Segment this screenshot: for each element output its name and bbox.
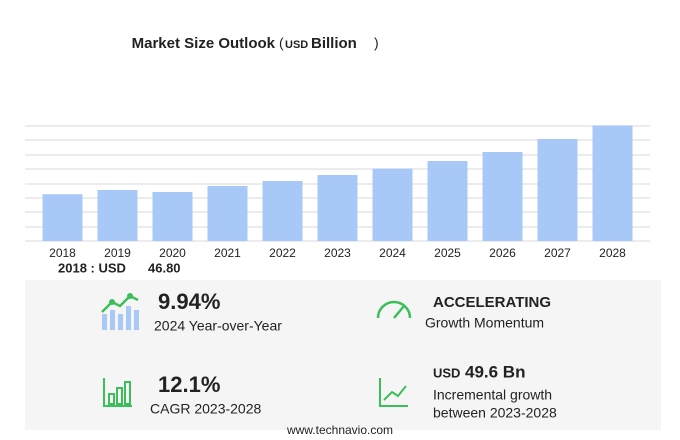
stat-value: ACCELERATING bbox=[433, 294, 551, 311]
highlight-value: 46.80 bbox=[148, 260, 181, 275]
stat-prefix: USD bbox=[433, 365, 460, 380]
x-tick-label: 2025 bbox=[434, 246, 461, 260]
highlight-label: 2018 : USD bbox=[58, 260, 126, 275]
stat-label: CAGR 2023-2028 bbox=[150, 401, 262, 417]
footer: www.technavio.com bbox=[286, 423, 393, 437]
stat-value: 49.6 Bn bbox=[465, 362, 525, 381]
bar bbox=[427, 161, 468, 241]
x-tick-label: 2023 bbox=[324, 246, 351, 260]
x-tick-label: 2026 bbox=[489, 246, 516, 260]
x-tick-label: 2021 bbox=[214, 246, 241, 260]
x-tick-label: 2019 bbox=[104, 246, 131, 260]
icon-bars bbox=[103, 378, 132, 407]
x-tick-label: 2027 bbox=[544, 246, 571, 260]
stats-panel bbox=[25, 280, 661, 430]
bar bbox=[537, 139, 578, 241]
chart-title: Market Size Outlook bbox=[132, 35, 276, 52]
bar bbox=[42, 194, 83, 241]
stat-value: 12.1% bbox=[158, 372, 220, 397]
paren: ) bbox=[374, 35, 379, 51]
bar bbox=[207, 186, 248, 241]
bar bbox=[262, 181, 303, 241]
x-tick-label: 2022 bbox=[269, 246, 296, 260]
bar bbox=[152, 192, 193, 241]
paren: ( bbox=[279, 35, 284, 51]
bar bbox=[372, 168, 413, 241]
stat-label: Growth Momentum bbox=[425, 315, 544, 331]
x-tick-label: 2018 bbox=[49, 246, 76, 260]
bar bbox=[97, 190, 138, 241]
x-tick-label: 2028 bbox=[599, 246, 626, 260]
stat-label: Incremental growth bbox=[433, 387, 552, 403]
title-unit: USD bbox=[285, 39, 308, 51]
bar bbox=[592, 125, 633, 241]
x-tick-label: 2024 bbox=[379, 246, 406, 260]
icon-trend bbox=[379, 378, 408, 407]
icon-growth bbox=[101, 293, 139, 330]
stat-value: 9.94% bbox=[158, 289, 220, 314]
stat-label: between 2023-2028 bbox=[433, 405, 557, 421]
icon-gauge bbox=[376, 300, 412, 319]
bar bbox=[317, 175, 358, 241]
title-unit-name: Billion bbox=[311, 35, 357, 52]
stat-label: 2024 Year-over-Year bbox=[154, 318, 282, 334]
bar bbox=[482, 152, 523, 241]
x-tick-label: 2020 bbox=[159, 246, 186, 260]
